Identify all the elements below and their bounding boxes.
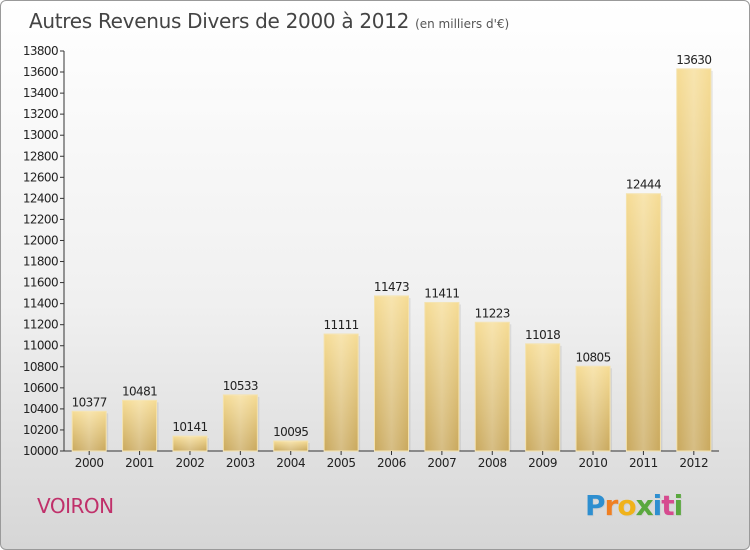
y-tick-label: 11800 — [23, 255, 58, 269]
x-tick-label: 2004 — [276, 456, 305, 470]
proxiti-logo: Proxiti — [585, 489, 684, 522]
bar-value-label: 13630 — [676, 53, 711, 67]
bar-highlight — [324, 334, 359, 451]
x-tick-label: 2009 — [528, 456, 557, 470]
y-tick-label: 11200 — [23, 318, 58, 332]
y-tick-label: 10800 — [23, 360, 58, 374]
bar-highlight — [122, 400, 157, 451]
y-tick-label: 11400 — [23, 297, 58, 311]
y-tick-label: 13800 — [23, 44, 58, 58]
bar-value-label: 10533 — [223, 379, 258, 393]
bar-highlight — [72, 411, 107, 451]
bar-value-label: 12444 — [626, 178, 661, 192]
y-tick-label: 11600 — [23, 276, 58, 290]
x-tick-label: 2006 — [377, 456, 406, 470]
logo-letter: i — [673, 489, 684, 522]
bar-value-label: 11223 — [475, 306, 510, 320]
bar-value-label: 11111 — [324, 318, 359, 332]
bar-value-label: 11411 — [424, 286, 459, 300]
x-tick-label: 2010 — [579, 456, 608, 470]
y-tick-label: 13600 — [23, 65, 58, 79]
x-tick-label: 2005 — [327, 456, 356, 470]
bar-highlight — [273, 441, 308, 451]
bar-highlight — [576, 366, 611, 451]
y-tick-label: 13000 — [23, 128, 58, 142]
bar-value-label: 11018 — [525, 328, 560, 342]
bar-highlight — [223, 394, 258, 451]
bar-highlight — [374, 295, 409, 451]
bar-value-label: 10805 — [575, 350, 610, 364]
x-tick-label: 2011 — [629, 456, 658, 470]
bar-value-label: 10095 — [273, 425, 308, 439]
bar-highlight — [475, 322, 510, 451]
y-tick-label: 12400 — [23, 191, 58, 205]
logo-letter: x — [635, 489, 654, 522]
bar-highlight — [172, 436, 207, 451]
logo-letter: i — [652, 489, 663, 522]
x-tick-label: 2000 — [75, 456, 104, 470]
bar-highlight — [626, 193, 661, 451]
bar-value-label: 10141 — [172, 420, 207, 434]
y-tick-label: 11000 — [23, 339, 58, 353]
x-tick-label: 2003 — [226, 456, 255, 470]
bar-value-label: 10377 — [72, 395, 107, 409]
x-tick-label: 2007 — [427, 456, 456, 470]
logo-letter: r — [604, 489, 619, 522]
y-tick-label: 12000 — [23, 233, 58, 247]
chart-title-text: Autres Revenus Divers de 2000 à 2012 — [29, 9, 410, 33]
y-tick-label: 10000 — [23, 444, 58, 458]
y-tick-label: 12200 — [23, 212, 58, 226]
bar-highlight — [525, 343, 560, 451]
y-tick-label: 10200 — [23, 423, 58, 437]
bar-value-label: 11473 — [374, 280, 409, 294]
y-tick-label: 12600 — [23, 170, 58, 184]
location-label: VOIRON — [37, 494, 114, 518]
y-tick-label: 10600 — [23, 381, 58, 395]
y-tick-label: 10400 — [23, 402, 58, 416]
x-tick-label: 2008 — [478, 456, 507, 470]
bar-value-label: 10481 — [122, 384, 157, 398]
x-tick-label: 2012 — [679, 456, 708, 470]
logo-letter: o — [617, 489, 636, 522]
y-tick-label: 13200 — [23, 107, 58, 121]
bar-highlight — [424, 302, 459, 451]
logo-letter: t — [661, 489, 674, 522]
chart-title: Autres Revenus Divers de 2000 à 2012 (en … — [29, 9, 509, 33]
y-tick-label: 13400 — [23, 86, 58, 100]
bar-highlight — [676, 68, 711, 451]
y-tick-label: 12800 — [23, 149, 58, 163]
x-tick-label: 2002 — [175, 456, 204, 470]
logo-letter: P — [585, 489, 606, 522]
x-tick-label: 2001 — [125, 456, 154, 470]
chart-subtitle: (en milliers d'€) — [415, 17, 510, 31]
